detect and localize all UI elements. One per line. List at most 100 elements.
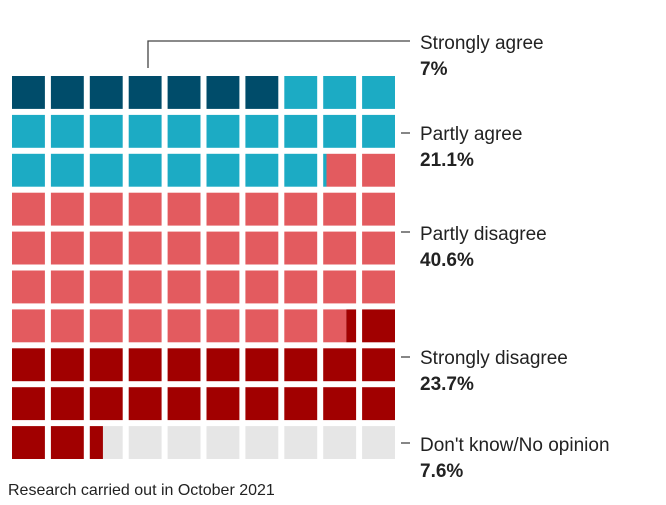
waffle-square-don-t-know-no-opinion — [284, 426, 318, 459]
waffle-square-partly-disagree — [362, 192, 395, 226]
waffle-square-partly-agree — [284, 153, 318, 187]
waffle-square-strongly-agree — [50, 76, 84, 109]
waffle-square-strongly-disagree — [50, 348, 84, 382]
waffle-square-partly-disagree — [362, 153, 395, 187]
waffle-square-strongly-disagree — [167, 348, 201, 382]
waffle-square-partly-disagree — [12, 309, 45, 343]
waffle-square-partly-agree — [323, 114, 357, 148]
waffle-square-don-t-know-no-opinion — [245, 426, 279, 459]
category-labels: Strongly agree 7% Partly agree 21.1% Partly … — [147, 33, 610, 480]
waffle-square-partly-disagree — [323, 192, 357, 226]
waffle-square-partly-agree — [128, 153, 162, 187]
waffle-square-partly-disagree — [326, 153, 357, 187]
label-strongly-disagree: Strongly disagree — [420, 348, 568, 369]
waffle-square-partly-agree — [284, 76, 318, 109]
waffle-square-partly-agree — [50, 114, 84, 148]
waffle-square-partly-disagree — [284, 270, 318, 304]
waffle-square-don-t-know-no-opinion — [102, 426, 123, 459]
waffle-square-partly-disagree — [128, 192, 162, 226]
waffle-square-partly-agree — [206, 153, 240, 187]
waffle-square-partly-disagree — [245, 270, 279, 304]
waffle-square-strongly-agree — [12, 76, 45, 109]
waffle-square-don-t-know-no-opinion — [128, 426, 162, 459]
waffle-square-partly-agree — [206, 114, 240, 148]
waffle-square-partly-disagree — [12, 270, 45, 304]
waffle-square-partly-agree — [167, 114, 201, 148]
waffle-square-partly-disagree — [206, 192, 240, 226]
waffle-square-partly-disagree — [245, 192, 279, 226]
connector-strongly-agree — [147, 40, 410, 68]
label-strongly-agree: Strongly agree — [420, 33, 544, 54]
waffle-square-partly-disagree — [245, 231, 279, 265]
waffle-square-partly-disagree — [89, 192, 123, 226]
waffle-square-partly-disagree — [284, 309, 318, 343]
value-don-t-know-no-opinion: 7.6% — [420, 461, 463, 480]
waffle-square-don-t-know-no-opinion — [323, 426, 357, 459]
waffle-square-partly-agree — [245, 114, 279, 148]
waffle-square-partly-disagree — [167, 309, 201, 343]
waffle-square-partly-agree — [12, 114, 45, 148]
waffle-square-partly-disagree — [206, 270, 240, 304]
waffle-square-partly-disagree — [362, 231, 395, 265]
waffle-square-partly-agree — [12, 153, 45, 187]
value-partly-agree: 21.1% — [420, 150, 474, 171]
waffle-square-partly-agree — [362, 76, 395, 109]
waffle-square-partly-disagree — [128, 270, 162, 304]
waffle-square-partly-disagree — [12, 192, 45, 226]
waffle-square-partly-agree — [362, 114, 395, 148]
label-don-t-know-no-opinion: Don't know/No opinion — [420, 435, 610, 456]
waffle-square-partly-disagree — [323, 270, 357, 304]
waffle-square-partly-disagree — [128, 309, 162, 343]
waffle-square-partly-agree — [323, 76, 357, 109]
waffle-square-partly-disagree — [50, 309, 84, 343]
waffle-square-strongly-disagree — [206, 387, 240, 421]
waffle-square-don-t-know-no-opinion — [362, 426, 395, 459]
waffle-square-partly-disagree — [284, 192, 318, 226]
waffle-square-partly-disagree — [362, 270, 395, 304]
waffle-square-strongly-agree — [206, 76, 240, 109]
source-note: Research carried out in October 2021 — [8, 482, 275, 499]
waffle-square-partly-agree — [323, 153, 327, 187]
waffle-square-partly-disagree — [245, 309, 279, 343]
waffle-square-strongly-disagree — [128, 348, 162, 382]
waffle-square-partly-disagree — [12, 231, 45, 265]
waffle-square-partly-agree — [50, 153, 84, 187]
waffle-square-partly-disagree — [89, 270, 123, 304]
waffle-square-partly-disagree — [167, 270, 201, 304]
waffle-square-partly-agree — [128, 114, 162, 148]
value-strongly-disagree: 23.7% — [420, 374, 474, 395]
waffle-square-strongly-disagree — [323, 348, 357, 382]
waffle-square-partly-disagree — [50, 192, 84, 226]
waffle-square-strongly-disagree — [284, 348, 318, 382]
waffle-square-partly-agree — [89, 153, 123, 187]
waffle-square-partly-disagree — [50, 231, 84, 265]
waffle-square-partly-disagree — [206, 309, 240, 343]
waffle-square-partly-disagree — [89, 231, 123, 265]
waffle-square-partly-disagree — [167, 192, 201, 226]
waffle-square-strongly-disagree — [12, 426, 45, 459]
waffle-square-partly-agree — [284, 114, 318, 148]
waffle-square-partly-disagree — [89, 309, 123, 343]
waffle-square-strongly-agree — [245, 76, 279, 109]
waffle-square-partly-disagree — [50, 270, 84, 304]
waffle-squares — [12, 76, 395, 459]
waffle-square-strongly-disagree — [346, 309, 357, 343]
value-strongly-agree: 7% — [420, 59, 448, 80]
waffle-square-strongly-disagree — [245, 348, 279, 382]
waffle-square-don-t-know-no-opinion — [206, 426, 240, 459]
waffle-square-partly-disagree — [167, 231, 201, 265]
waffle-square-partly-disagree — [323, 231, 357, 265]
waffle-square-partly-disagree — [206, 231, 240, 265]
waffle-square-partly-disagree — [284, 231, 318, 265]
value-partly-disagree: 40.6% — [420, 250, 474, 271]
waffle-square-strongly-disagree — [50, 387, 84, 421]
waffle-square-partly-disagree — [128, 231, 162, 265]
waffle-square-partly-agree — [89, 114, 123, 148]
waffle-square-strongly-disagree — [284, 387, 318, 421]
waffle-square-strongly-disagree — [362, 309, 395, 343]
waffle-square-partly-agree — [167, 153, 201, 187]
waffle-square-strongly-disagree — [89, 426, 103, 459]
waffle-square-strongly-disagree — [128, 387, 162, 421]
waffle-square-partly-disagree — [323, 309, 347, 343]
waffle-square-strongly-disagree — [245, 387, 279, 421]
